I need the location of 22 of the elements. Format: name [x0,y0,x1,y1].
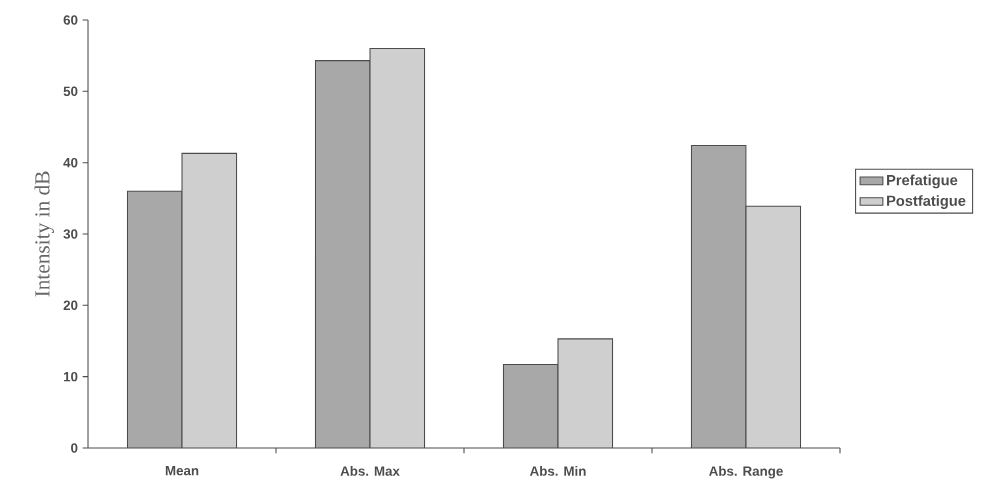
x-tick-label: Mean [165,466,199,476]
legend-label: Postfatigue [887,195,966,209]
y-tick-label: 20 [63,300,78,311]
y-axis-title: Intensity in dB [34,171,54,297]
x-tick-label: Abs. Max [340,466,400,476]
x-tick-label: Abs. Range [709,466,783,479]
bar [690,145,747,448]
bar [558,338,613,448]
y-tick-label: 60 [63,15,78,25]
y-tick-label: 50 [63,86,78,97]
y-tick-label: 40 [63,157,78,168]
bar [370,48,425,448]
x-tick-label: Abs. Min [529,466,586,476]
bar [315,60,371,448]
bar [182,153,237,448]
y-tick-label: 10 [63,371,78,382]
bar [127,191,183,448]
bar [745,205,802,448]
y-tick-label: 0 [71,443,78,453]
legend-label: Prefatigue [887,174,958,189]
y-tick-label: 30 [63,229,78,239]
bar [503,364,558,448]
